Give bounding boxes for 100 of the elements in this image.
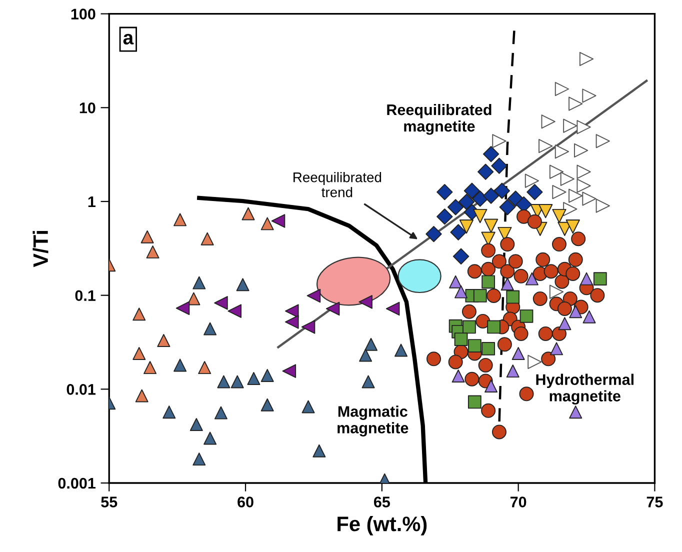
point <box>162 406 176 419</box>
point <box>217 375 230 388</box>
point <box>532 291 548 306</box>
point <box>468 395 482 409</box>
point <box>552 184 566 200</box>
point <box>468 339 482 352</box>
point <box>596 198 610 213</box>
annotation: a <box>123 34 134 45</box>
point <box>514 326 528 341</box>
point <box>473 208 488 224</box>
point <box>285 304 299 318</box>
point <box>554 144 570 159</box>
point <box>312 444 326 458</box>
point <box>448 354 463 370</box>
point <box>582 88 596 103</box>
point <box>271 214 286 228</box>
point <box>569 305 582 318</box>
point <box>500 278 514 291</box>
y-tick-label: 10 <box>80 102 96 114</box>
point <box>326 302 340 316</box>
point <box>204 322 217 336</box>
point <box>492 424 506 440</box>
point <box>481 243 496 258</box>
point <box>247 372 260 385</box>
x-tick-label: 55 <box>101 496 118 508</box>
point <box>426 226 442 242</box>
point <box>478 358 493 372</box>
annotation: Hydrothermal magnetite <box>536 374 634 405</box>
point <box>541 352 556 366</box>
point <box>554 274 570 289</box>
point <box>473 289 487 302</box>
point <box>538 204 553 218</box>
x-tick-label: 75 <box>646 496 663 508</box>
point <box>557 301 572 316</box>
point <box>568 252 583 267</box>
point <box>364 338 378 351</box>
point <box>579 52 594 66</box>
point <box>135 389 148 402</box>
point <box>494 182 510 199</box>
point <box>538 326 553 341</box>
point <box>482 188 500 204</box>
x-tick-label: 60 <box>238 496 254 508</box>
point <box>552 208 566 224</box>
point <box>560 172 574 186</box>
point <box>596 134 610 148</box>
point <box>538 138 553 154</box>
point <box>394 344 408 357</box>
point <box>174 213 187 226</box>
point <box>568 96 583 111</box>
point <box>436 184 453 200</box>
point <box>487 320 500 334</box>
point <box>516 209 532 224</box>
point <box>132 346 146 360</box>
point <box>458 194 475 210</box>
point <box>459 220 474 234</box>
point <box>192 452 206 466</box>
point <box>499 199 516 216</box>
point <box>192 276 206 290</box>
y-tick-label: 0.01 <box>66 384 96 395</box>
point <box>200 232 214 246</box>
point <box>174 358 187 372</box>
point <box>524 174 540 188</box>
point <box>144 361 157 374</box>
point <box>580 272 594 286</box>
point <box>506 290 520 304</box>
y-tick-label: 100 <box>71 8 96 20</box>
point <box>519 386 534 402</box>
point <box>568 188 583 203</box>
point <box>467 264 482 279</box>
annotation: Magmatic magnetite <box>338 406 408 436</box>
point <box>582 310 596 324</box>
point <box>454 285 468 298</box>
annotation: Reequilibrated magnetite <box>387 104 492 135</box>
point <box>132 308 146 321</box>
point <box>386 302 400 316</box>
point <box>426 352 442 366</box>
point <box>528 354 542 370</box>
point <box>450 224 466 240</box>
point <box>214 406 228 420</box>
point <box>590 288 605 303</box>
point <box>462 320 476 334</box>
point <box>574 143 588 158</box>
point <box>500 237 515 252</box>
point <box>260 398 274 412</box>
y-tick-label: 0.1 <box>75 290 96 302</box>
point <box>198 361 212 374</box>
point <box>525 272 538 286</box>
point <box>482 146 500 162</box>
point <box>190 418 203 432</box>
x-tick-label: 70 <box>510 496 526 508</box>
point <box>576 178 591 193</box>
point <box>476 314 490 328</box>
point <box>362 375 375 388</box>
point <box>472 190 488 207</box>
point <box>552 237 566 252</box>
point <box>571 232 586 246</box>
point <box>527 214 542 229</box>
point <box>552 326 566 341</box>
point <box>301 320 316 334</box>
point <box>454 332 468 346</box>
